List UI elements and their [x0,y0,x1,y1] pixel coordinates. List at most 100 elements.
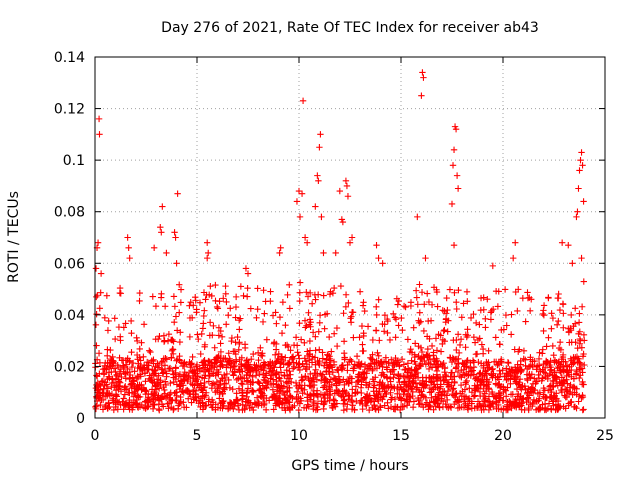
data-point [306,289,314,297]
data-point [144,394,152,401]
data-point [482,395,489,402]
data-point [433,347,441,354]
data-point [205,396,213,403]
data-point [255,356,262,364]
data-point [425,298,433,306]
data-point [222,290,229,297]
data-point [126,406,133,413]
data-point [117,290,124,297]
data-point [375,254,382,262]
data-point [387,403,395,411]
data-point [362,379,370,386]
data-point [497,383,505,390]
y-tick-label: 0.12 [54,102,85,118]
data-point [434,400,442,407]
data-point [555,344,563,352]
data-point [472,319,480,327]
data-point [409,404,417,411]
data-point [397,397,405,404]
data-point [400,302,408,310]
data-point [234,333,241,341]
data-point [554,406,562,413]
data-point [497,370,504,378]
data-point [222,380,230,388]
data-point [177,378,185,385]
data-point [305,403,313,410]
data-point [270,406,277,413]
data-point [237,315,244,322]
data-point [299,97,307,105]
data-point [580,331,588,339]
data-point [543,343,550,350]
data-point [449,162,457,169]
data-point [512,401,519,408]
data-point [286,281,293,289]
data-point [239,380,246,388]
data-point [233,376,241,383]
data-point [369,351,376,358]
data-point [511,346,518,353]
data-point [161,303,169,310]
data-point [142,398,149,406]
data-point [234,402,242,409]
data-point [369,336,377,344]
data-point [364,323,372,330]
data-point [142,378,149,385]
data-point [540,391,547,398]
data-point [400,361,408,368]
data-point [538,377,545,384]
data-point [421,301,428,308]
data-point [152,382,159,389]
data-point [286,367,293,375]
data-point [208,370,216,377]
data-point [571,403,579,411]
data-point [122,320,129,327]
data-point [391,403,399,410]
data-point [349,402,356,409]
data-point [469,367,477,374]
data-point [470,310,477,318]
data-point [115,383,122,390]
data-point [448,376,456,383]
data-point [430,284,438,291]
data-point [258,393,265,401]
data-point [342,291,350,298]
data-point [225,312,232,319]
data-point [304,293,312,300]
data-point [340,406,348,414]
data-point [374,349,381,357]
data-point [312,333,319,340]
data-point [262,298,269,305]
data-point [125,402,132,410]
data-point [140,321,148,328]
data-point [223,298,230,306]
data-point [121,384,128,391]
data-point [324,351,331,358]
data-point [551,374,558,381]
data-point [507,391,515,398]
data-point [279,298,287,306]
data-point [310,399,318,407]
data-point [383,373,390,381]
data-point [479,350,487,357]
data-point [242,265,250,272]
data-point [439,398,447,405]
data-point [418,354,426,361]
data-point [131,368,138,375]
data-point [188,360,195,367]
x-tick-label: 0 [91,428,100,444]
data-point [111,315,118,322]
data-point [426,389,434,396]
data-point [186,302,193,309]
data-point [315,177,322,184]
data-point [352,390,359,397]
data-point [444,328,451,335]
data-point [170,370,177,378]
data-point [124,234,131,241]
data-point [410,375,417,382]
data-point [416,309,423,316]
data-point [185,388,192,395]
data-point [279,389,287,397]
data-point [423,399,431,406]
data-point [556,338,564,346]
